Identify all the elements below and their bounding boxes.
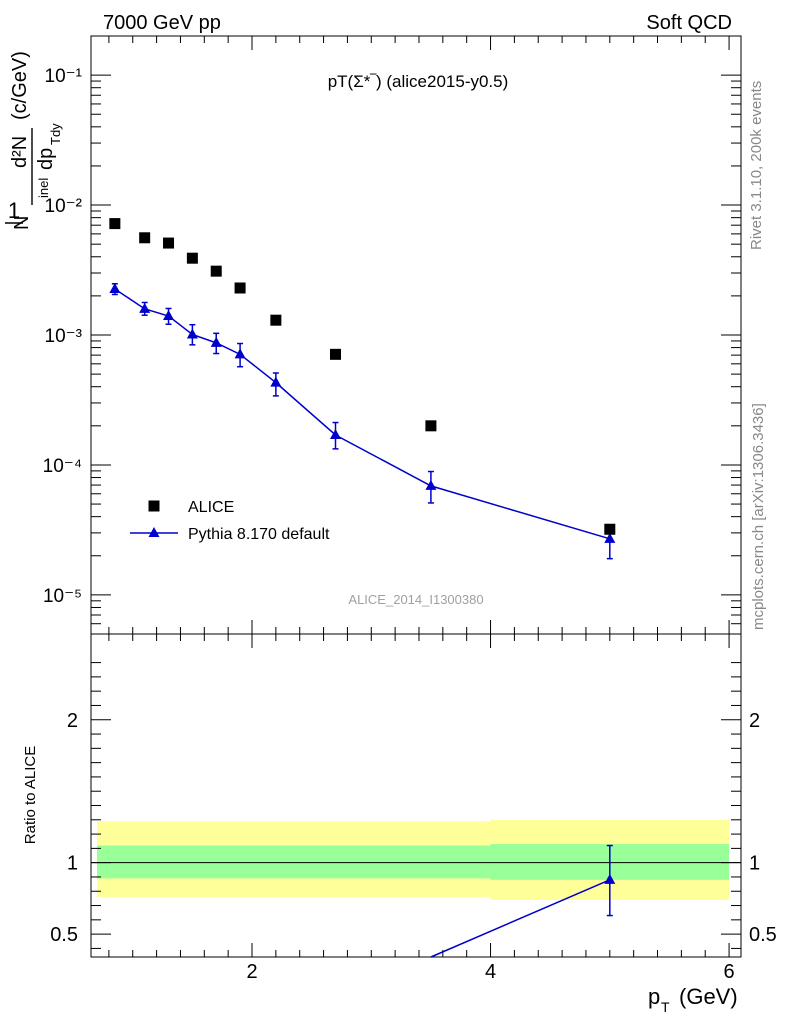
y-axis-label-tdy-sub: Tdy bbox=[48, 123, 63, 145]
alice-point bbox=[604, 523, 616, 535]
uncertainty-band bbox=[96, 845, 491, 879]
ratio-y-tick-label: 0.5 bbox=[50, 924, 78, 946]
y-tick-label: 10⁻⁴ bbox=[43, 456, 82, 477]
main-frame bbox=[90, 35, 742, 635]
x-axis-label-p: p bbox=[648, 984, 660, 1009]
alice-point bbox=[109, 218, 121, 230]
pythia-line bbox=[114, 288, 611, 540]
pythia-point bbox=[425, 479, 437, 490]
category-label: Soft QCD bbox=[646, 12, 732, 34]
pythia-point bbox=[329, 428, 341, 439]
legend-pythia-marker bbox=[148, 527, 160, 537]
alice-point bbox=[163, 237, 175, 249]
y-axis-label-d2n: d²N bbox=[9, 136, 31, 168]
ratio-line bbox=[430, 879, 611, 958]
x-axis-label-t-sub: T bbox=[661, 999, 670, 1015]
legend-alice-marker bbox=[148, 500, 160, 512]
rivet-label: Rivet 3.1.10, 200k events bbox=[748, 81, 765, 250]
pythia-point bbox=[604, 532, 616, 543]
alice-point bbox=[425, 420, 437, 432]
legend-alice-label: ALICE bbox=[188, 499, 234, 516]
pythia-point bbox=[234, 348, 246, 359]
y-tick-label: 10⁻⁵ bbox=[43, 586, 82, 607]
y-axis-label-ninel: N bbox=[11, 216, 33, 230]
analysis-watermark: ALICE_2014_I1300380 bbox=[348, 592, 483, 607]
ratio-y-tick-label: 2 bbox=[67, 710, 78, 732]
x-tick-label: 6 bbox=[724, 961, 735, 983]
x-axis-label: p T (GeV) bbox=[648, 984, 738, 1015]
ratio-y-tick-label: 1 bbox=[67, 853, 78, 875]
x-tick-label: 4 bbox=[485, 961, 496, 983]
alice-point bbox=[210, 265, 222, 277]
y-tick-label: 10⁻³ bbox=[45, 326, 83, 347]
pythia-point bbox=[139, 302, 151, 313]
main-panel: pT(Σ*‾) (alice2015-y0.5) ALICE_2014_I130… bbox=[5, 35, 742, 957]
pythia-point bbox=[186, 328, 198, 339]
ratio-frame bbox=[90, 633, 742, 958]
pythia-point bbox=[163, 310, 175, 321]
y-axis-label-unit: (c/GeV) bbox=[9, 51, 31, 120]
pythia-point bbox=[270, 376, 282, 387]
ratio-y-tick-label-right: 0.5 bbox=[749, 924, 777, 946]
y-tick-label: 10⁻² bbox=[45, 196, 83, 217]
ratio-y-tick-label-right: 2 bbox=[749, 710, 760, 732]
pythia-point bbox=[109, 282, 121, 293]
y-axis-label-dpt: dp bbox=[35, 148, 57, 170]
alice-point bbox=[329, 348, 341, 360]
ratio-y-axis-label: Ratio to ALICE bbox=[22, 746, 39, 844]
alice-point bbox=[139, 232, 151, 244]
alice-point bbox=[234, 282, 246, 294]
alice-point bbox=[186, 252, 198, 264]
ratio-panel: Ratio to ALICE p T (GeV) 2 4 6 0.5 0.5 1 1 2 2 bbox=[22, 633, 777, 1015]
y-axis-label: 1 N inel d²N dp Tdy (c/GeV) bbox=[5, 51, 63, 230]
legend-pythia-label: Pythia 8.170 default bbox=[188, 526, 330, 543]
mcplots-label: mcplots.cern.ch [arXiv:1306.3436] bbox=[750, 403, 767, 630]
y-axis-label-one: 1 bbox=[8, 198, 20, 223]
ratio-point bbox=[604, 873, 616, 884]
ratio-y-tick-label-right: 1 bbox=[749, 853, 760, 875]
y-tick-label: 10⁻¹ bbox=[45, 66, 83, 87]
y-axis-label-inel-sub: inel bbox=[36, 178, 51, 198]
plot-title: pT(Σ*‾) (alice2015-y0.5) bbox=[328, 72, 509, 91]
energy-label: 7000 GeV pp bbox=[103, 12, 221, 34]
x-axis-label-unit: (GeV) bbox=[679, 984, 738, 1009]
pythia-point bbox=[210, 336, 222, 347]
alice-point bbox=[270, 314, 282, 326]
x-tick-label: 2 bbox=[246, 961, 257, 983]
